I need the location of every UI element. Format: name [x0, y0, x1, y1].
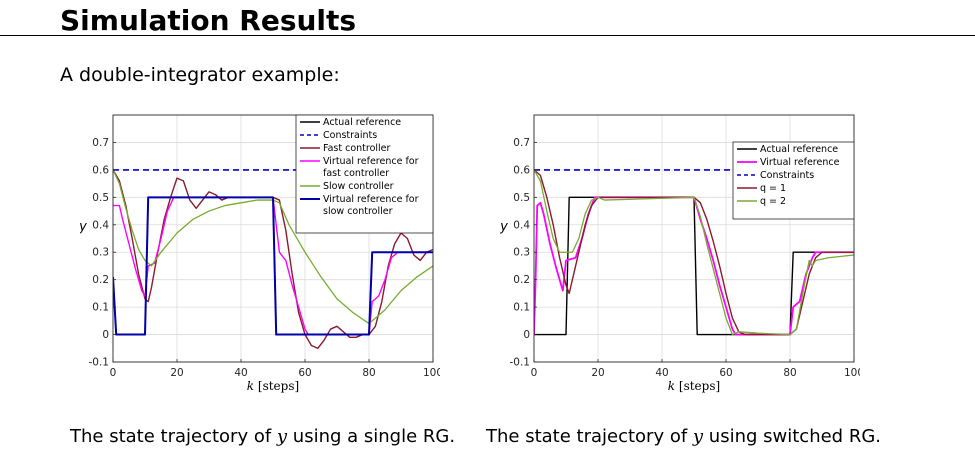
series-group: [113, 169, 433, 349]
slide-subtitle: A double-integrator example:: [60, 64, 340, 86]
title-divider: [0, 35, 975, 36]
legend-label-1: Actual reference: [760, 144, 838, 155]
x-tick-label: 100: [423, 367, 440, 379]
caption-text-pre: The state trajectory of: [70, 426, 277, 447]
series-line-1: [534, 196, 854, 336]
caption-variable: y: [276, 426, 288, 447]
x-tick-label: 0: [531, 367, 538, 379]
axes-box: [533, 114, 855, 363]
legend-label-5: q = 2: [760, 196, 786, 207]
caption-variable: y: [692, 426, 704, 447]
y-tick-label: 0.3: [92, 247, 109, 259]
series-line-4: [113, 196, 433, 336]
legend: Actual reference Constraints Fast controll…: [295, 114, 434, 234]
y-tick-label: 0.2: [513, 274, 530, 286]
caption-text-pre: The state trajectory of: [486, 426, 693, 447]
legend-label-6: Virtual reference for slow controller: [323, 194, 419, 217]
legend-label-4: q = 1: [760, 183, 786, 194]
legend-label-3: Fast controller: [323, 143, 391, 154]
slide-title: Simulation Results: [60, 4, 357, 37]
chart-single-rg: 0 20 40 60 80 100-0.100.10.20.30.40.50.60.7k …: [80, 114, 440, 393]
y-tick-label: 0.4: [92, 219, 109, 231]
caption-text-post: using a single RG.: [287, 426, 456, 447]
series-line-3: [113, 169, 433, 349]
series-group: [534, 169, 854, 336]
chart-switched-rg: 020406080100-0.100.10.20.30.40.50.60.7k …: [500, 114, 860, 393]
legend-label-2: Constraints: [323, 130, 377, 141]
y-tick-label: 0.7: [92, 137, 109, 149]
y-tick-label: -0.1: [89, 357, 110, 369]
caption-text-post: using switched RG.: [703, 426, 882, 447]
x-tick-label: 40: [234, 367, 247, 379]
x-tick-label: 80: [362, 367, 375, 379]
y-tick-label: 0.4: [513, 219, 530, 231]
axes-box: [112, 114, 434, 363]
x-axis-label: k [steps]: [668, 379, 720, 393]
caption-single-rg: The state trajectory of y using a single…: [70, 426, 455, 447]
y-tick-label: 0.2: [92, 274, 109, 286]
y-tick-label: 0: [102, 329, 109, 341]
x-axis-label: k [steps]: [247, 379, 299, 393]
legend-box: [295, 114, 434, 234]
series-line-4: [534, 169, 854, 336]
y-axis-label: y: [500, 220, 508, 235]
y-tick-label: 0.6: [92, 164, 109, 176]
legend-label-3: Constraints: [760, 170, 814, 181]
legend-label-2: Virtual reference: [760, 157, 840, 168]
y-tick-label: 0.1: [92, 302, 109, 314]
legend: Actual reference Virtual reference Constra…: [732, 141, 855, 220]
legend-label-5: Slow controller: [323, 181, 394, 192]
y-tick-label: 0.3: [513, 247, 530, 259]
x-tick-label: 60: [719, 367, 732, 379]
series-line-5: [113, 169, 433, 325]
series-line-5: [534, 169, 854, 336]
series-line-6: [113, 196, 433, 336]
x-tick-label: 100: [844, 367, 860, 379]
x-tick-label: 40: [655, 367, 668, 379]
y-tick-label: 0: [523, 329, 530, 341]
x-tick-label: 60: [298, 367, 311, 379]
y-tick-label: 0.7: [513, 137, 530, 149]
y-tick-label: 0.1: [513, 302, 530, 314]
x-tick-label: 0: [110, 367, 117, 379]
y-tick-label: -0.1: [510, 357, 531, 369]
y-tick-label: 0.5: [513, 192, 530, 204]
legend-label-4: Virtual reference for fast controller: [323, 156, 419, 179]
y-axis-label: y: [80, 220, 87, 235]
x-tick-label: 20: [591, 367, 604, 379]
x-tick-label: 80: [783, 367, 796, 379]
caption-switched-rg: The state trajectory of y using switched…: [486, 426, 881, 447]
x-tick-label: 20: [170, 367, 183, 379]
legend-box: [732, 141, 855, 220]
y-tick-label: 0.5: [92, 192, 109, 204]
y-tick-label: 0.6: [513, 164, 530, 176]
legend-label-1: Actual reference: [323, 117, 401, 128]
